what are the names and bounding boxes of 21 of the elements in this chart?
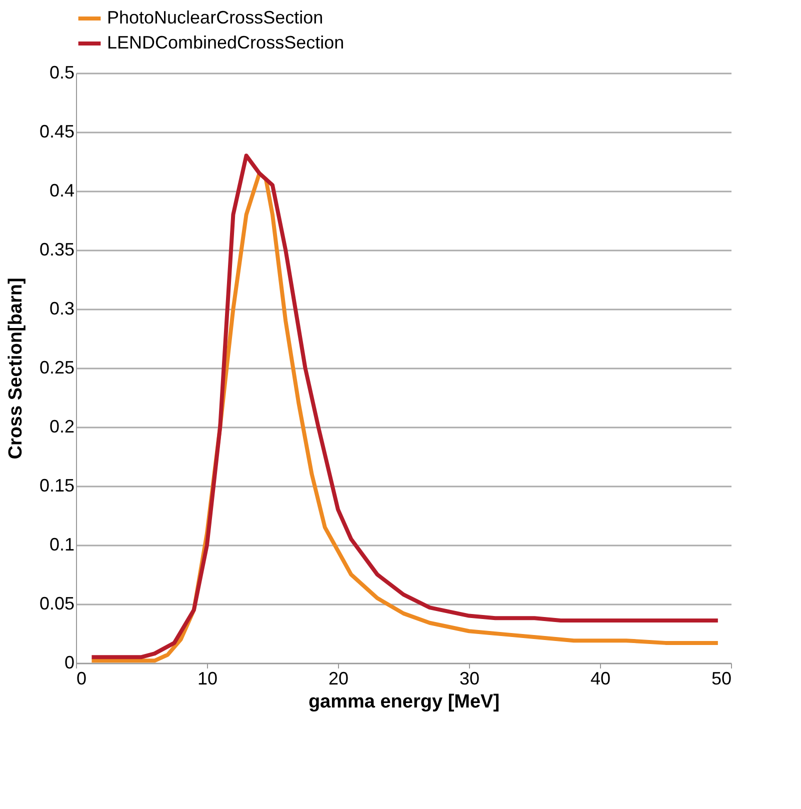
y-tick-label: 0.05 <box>39 594 74 614</box>
x-tick-label: 10 <box>197 668 218 688</box>
x-tick-label: 40 <box>590 668 611 688</box>
x-tick-label: 20 <box>328 668 349 688</box>
y-tick-label: 0.5 <box>49 62 74 82</box>
y-tick-label: 0.35 <box>39 240 74 260</box>
y-tick-label: 0.2 <box>49 416 74 436</box>
legend-label: LENDCombinedCrossSection <box>107 32 344 52</box>
y-tick-label: 0.4 <box>49 180 74 200</box>
x-tick-label: 50 <box>711 668 732 688</box>
y-tick-label: 0.1 <box>49 534 74 554</box>
x-tick-label: 0 <box>76 668 87 688</box>
y-tick-label: 0.15 <box>39 476 74 496</box>
x-axis-title: gamma energy [MeV] <box>308 692 500 712</box>
legend-label: PhotoNuclearCrossSection <box>107 8 324 28</box>
y-tick-label: 0 <box>64 652 74 672</box>
y-tick-label: 0.45 <box>39 122 74 142</box>
y-axis-title: Cross Section[barn] <box>5 278 26 460</box>
x-tick-label: 30 <box>459 668 480 688</box>
y-tick-label: 0.25 <box>39 358 74 378</box>
y-tick-label: 0.3 <box>49 298 74 318</box>
